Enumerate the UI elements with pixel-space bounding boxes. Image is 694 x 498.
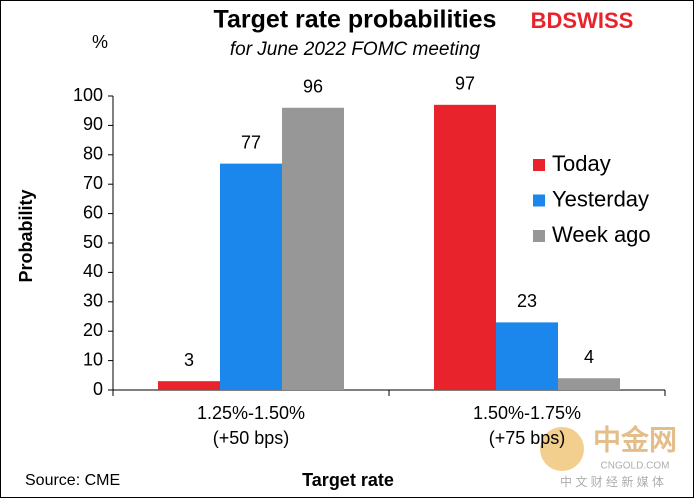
value-label: 97 [455,74,475,94]
source: Source: CME [25,472,120,489]
watermark: 中金网 [593,423,677,455]
bar [496,322,558,390]
y-tick-label: 60 [83,202,103,222]
bar [434,104,496,390]
value-label: 96 [303,77,323,97]
chart-title: Target rate probabilities [214,6,497,34]
y-tick-label: 40 [83,261,103,281]
value-label: 23 [517,291,537,311]
y-tick-label: 100 [73,85,103,105]
y-unit: % [92,32,108,52]
y-tick-label: 20 [83,320,103,340]
y-tick-label: 80 [83,144,103,164]
chart-subtitle: for June 2022 FOMC meeting [230,39,481,60]
legend-swatch [533,194,545,207]
watermark-icon [540,427,584,471]
x-axis-label: Target rate [302,470,394,490]
legend-label: Yesterday [552,186,649,211]
y-tick-label: 70 [83,173,103,193]
watermark: CNGOLD.COM [601,461,670,472]
y-tick-label: 50 [83,232,103,252]
bar [282,107,344,390]
y-tick-label: 10 [83,349,103,369]
legend-label: Today [552,151,611,176]
value-label: 4 [584,347,594,367]
bar [220,163,282,390]
value-label: 3 [184,350,194,370]
legend-swatch [533,159,545,171]
x-tick-label: 1.50%-1.75% (+75 bps) [473,403,581,448]
y-tick-label: 90 [83,114,103,134]
x-tick-label: 1.25%-1.50% (+50 bps) [197,403,305,448]
logo: BDSWISS [531,8,634,33]
watermark: 中 文 财 经 新 媒 体 [560,474,664,489]
bar [558,378,620,390]
value-label: 77 [241,132,261,152]
legend-swatch [533,230,545,242]
bar [158,381,220,390]
y-tick-label: 30 [83,291,103,311]
y-tick-label: 0 [93,379,103,399]
legend-label: Week ago [552,222,651,247]
y-axis-label: Probability [16,189,36,282]
